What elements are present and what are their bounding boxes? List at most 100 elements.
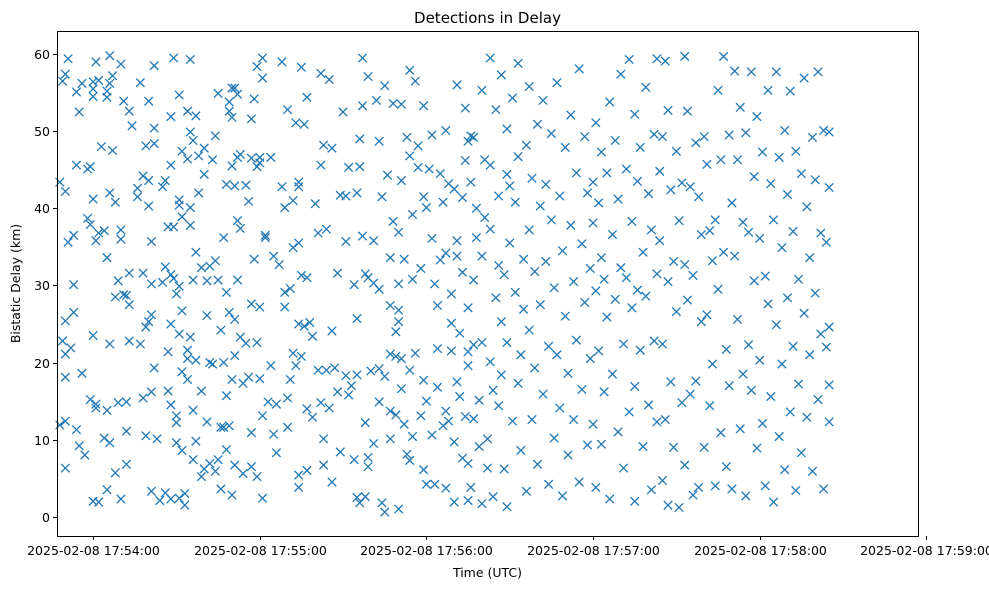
data-point-marker (585, 263, 595, 274)
data-point-marker (174, 281, 184, 291)
data-point-marker (607, 369, 618, 379)
data-point-marker (180, 500, 190, 510)
data-point-marker (88, 194, 98, 204)
data-point-marker (105, 78, 115, 89)
data-point-marker (702, 310, 712, 320)
data-point-marker (60, 372, 70, 382)
data-point-marker (760, 271, 770, 281)
data-point-marker (427, 430, 437, 440)
data-point-marker (449, 497, 459, 507)
data-point-marker (296, 62, 307, 72)
data-point-marker (368, 438, 379, 449)
data-markers (55, 51, 834, 517)
data-point-marker (680, 51, 690, 62)
data-point-marker (174, 90, 184, 100)
data-point-marker (591, 286, 601, 296)
data-point-marker (752, 443, 762, 453)
data-point-marker (702, 159, 712, 170)
data-point-marker (616, 69, 626, 79)
data-point-marker (241, 338, 251, 348)
data-point-marker (352, 313, 362, 324)
data-point-marker (66, 343, 76, 353)
data-point-marker (555, 191, 565, 201)
data-point-marker (421, 479, 432, 490)
data-point-marker (268, 429, 279, 439)
data-point-marker (674, 502, 684, 513)
data-point-marker (532, 459, 543, 469)
data-point-marker (718, 51, 729, 62)
data-point-marker (102, 485, 112, 495)
data-point-marker (166, 494, 176, 504)
data-point-marker (543, 479, 554, 490)
data-point-marker (146, 310, 157, 320)
data-point-marker (402, 449, 412, 459)
data-point-marker (685, 389, 695, 399)
data-point-marker (380, 507, 390, 517)
data-point-marker (724, 130, 734, 140)
data-point-marker (360, 418, 370, 428)
data-point-marker (193, 151, 204, 161)
data-point-marker (96, 141, 107, 152)
data-point-marker (60, 316, 70, 326)
data-point-marker (149, 123, 159, 133)
data-point-marker (260, 232, 270, 243)
data-point-marker (596, 439, 607, 449)
data-point-marker (785, 407, 795, 417)
data-point-marker (132, 192, 143, 202)
data-point-marker (599, 387, 609, 397)
data-point-marker (385, 406, 395, 416)
data-point-marker (671, 306, 682, 317)
data-point-marker (288, 242, 298, 253)
data-point-marker (649, 336, 659, 346)
data-point-marker (102, 92, 112, 102)
data-point-marker (232, 89, 243, 99)
data-point-marker (407, 431, 418, 442)
data-point-marker (763, 85, 773, 96)
data-point-marker (585, 354, 595, 364)
data-point-marker (118, 290, 129, 300)
data-point-marker (652, 269, 662, 279)
data-point-marker (146, 486, 157, 496)
data-point-marker (257, 493, 268, 503)
data-point-marker (657, 339, 668, 349)
data-point-marker (782, 293, 793, 303)
data-point-marker (755, 233, 765, 244)
data-point-marker (202, 276, 212, 286)
data-point-marker (307, 331, 318, 341)
data-point-marker (443, 416, 454, 426)
data-point-marker (157, 277, 168, 288)
data-point-marker (466, 131, 476, 141)
data-point-marker (530, 266, 540, 277)
data-point-marker (388, 98, 398, 109)
data-point-marker (230, 83, 240, 93)
data-point-marker (246, 428, 257, 438)
data-point-marker (738, 217, 748, 227)
data-point-marker (282, 104, 293, 115)
data-point-marker (224, 106, 234, 116)
data-point-marker (207, 155, 218, 165)
data-point-marker (582, 440, 593, 450)
data-point-marker (399, 254, 409, 264)
data-point-marker (255, 152, 265, 163)
data-point-marker (821, 342, 832, 352)
data-point-marker (635, 142, 645, 153)
y-axis-label: Bistatic Delay (km) (8, 224, 23, 343)
data-point-marker (246, 153, 257, 163)
data-point-marker (574, 64, 584, 74)
data-point-marker (357, 101, 368, 111)
data-point-marker (293, 238, 304, 248)
data-point-marker (316, 68, 326, 79)
data-point-marker (168, 273, 179, 284)
data-point-marker (527, 414, 537, 425)
data-point-marker (602, 312, 612, 322)
data-point-marker (393, 279, 404, 289)
data-point-marker (435, 168, 445, 179)
data-point-marker (374, 364, 384, 374)
data-point-marker (205, 357, 215, 368)
data-point-marker (405, 365, 415, 375)
data-point-marker (810, 175, 820, 185)
data-point-marker (463, 303, 473, 313)
data-point-marker (138, 268, 148, 278)
data-point-marker (568, 414, 579, 425)
